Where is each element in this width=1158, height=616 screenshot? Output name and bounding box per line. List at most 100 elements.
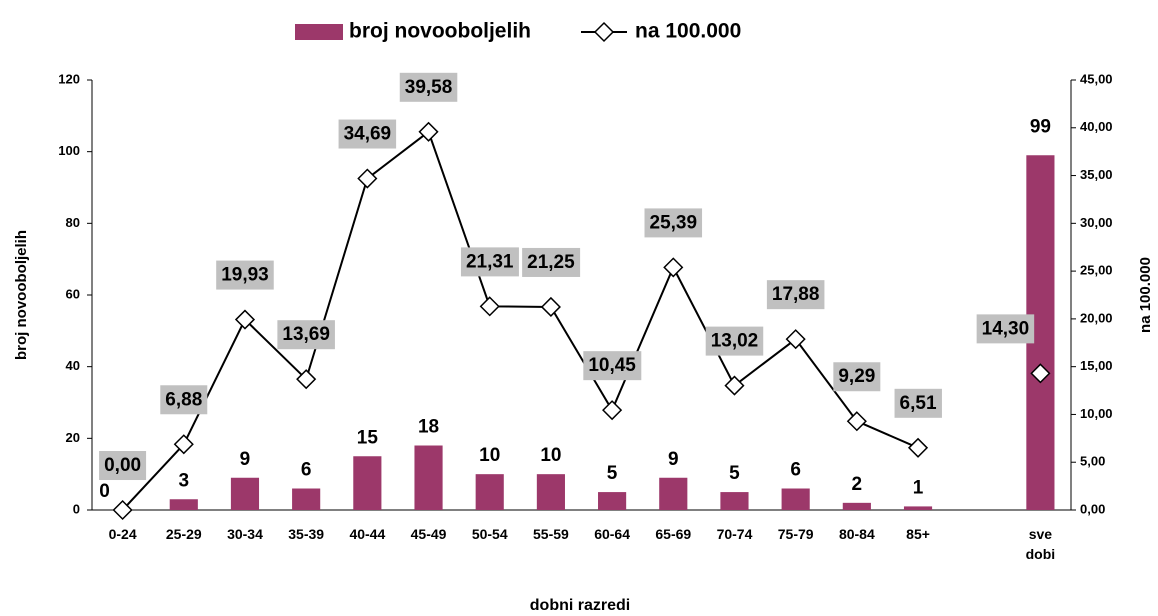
line-value-label: 13,02 [711,331,759,352]
y-tick-label: 40 [66,358,80,373]
line-value-label: 39,58 [405,77,453,98]
x-tick-label: 40-44 [349,526,386,542]
line-value-label: 21,31 [466,251,514,272]
bar [353,456,382,510]
x-tick-label: 50-54 [471,526,508,542]
line-value-label: 13,69 [282,324,330,345]
marker [173,434,194,455]
bar-value-label: 99 [1030,116,1051,137]
marker [540,296,561,318]
legend-label: na 100.000 [635,20,741,43]
x-axis-label: dobni razredi [530,597,630,614]
y-tick-label: 100 [58,143,80,158]
x-tick-label: 25-29 [165,526,202,542]
bar-value-label: 1 [913,477,924,498]
y-tick-label: 80 [66,215,80,230]
bar [781,488,810,510]
line-value-label: 21,25 [527,252,575,273]
line-value-label: 17,88 [772,284,820,305]
legend-marker [593,21,615,43]
marker [663,257,684,278]
bar-value-label: 2 [852,474,863,495]
y2-tick-label: 40,00 [1080,119,1113,134]
marker [1030,363,1051,384]
y2-tick-label: 30,00 [1080,215,1113,230]
legend-swatch [295,24,343,40]
value-label-box [277,320,335,350]
x-tick-label: 35-39 [288,526,325,542]
line-value-label: 6,88 [165,389,202,410]
y-tick-label: 0 [73,501,80,516]
line-value-label: 25,39 [650,212,698,233]
value-label-box [833,362,881,392]
marker [296,369,317,390]
line-value-label: 6,51 [900,393,937,414]
bar-value-label: 0 [99,481,110,502]
bar-value-label: 5 [607,463,618,484]
value-label-box [399,72,458,102]
value-label-box [644,208,703,238]
bar-value-label: 18 [418,417,439,438]
bar-value-label: 9 [668,449,679,470]
y2-tick-label: 20,00 [1080,310,1113,325]
y-axis-label: broj novooboljelih [13,230,30,360]
bar-value-label: 5 [729,463,740,484]
legend-label: broj novooboljelih [349,20,531,43]
value-label-box [766,280,825,310]
x-tick-label: 80-84 [838,526,875,542]
y-tick-label: 60 [66,286,80,301]
line-value-label: 9,29 [838,366,875,387]
y-tick-label: 120 [58,71,80,86]
bar [414,445,443,510]
y2-tick-label: 15,00 [1080,358,1113,373]
value-label-box [894,388,942,418]
bar-value-label: 10 [479,445,500,466]
y-tick-label: 20 [66,430,80,445]
line-value-label: 14,30 [982,318,1030,339]
y2-tick-label: 35,00 [1080,167,1113,182]
x-tick-label: 55-59 [533,526,569,542]
y2-axis-label: na 100.000 [1137,257,1154,333]
bar [475,474,504,510]
value-label-box [522,247,581,277]
line-value-label: 10,45 [588,355,636,376]
bar-value-label: 15 [357,427,379,448]
line-value-label: 19,93 [221,265,269,286]
x-tick-label: 70-74 [716,526,753,542]
marker [785,329,806,350]
bar [903,506,933,510]
marker [907,437,929,458]
x-tick-label: 75-79 [777,526,814,542]
bar [598,492,627,510]
bar-value-label: 3 [178,470,189,491]
line-value-label: 0,00 [104,455,141,476]
marker [724,375,745,396]
bar-value-label: 10 [540,445,561,466]
bar [230,477,260,510]
value-label-box [160,385,208,415]
x-tick-label: 60-64 [594,526,630,542]
x-tick-label: 85+ [906,526,930,542]
y2-tick-label: 25,00 [1080,263,1113,278]
x-tick-label: 30-34 [227,526,263,542]
x-tick-label: sve dobi [1025,526,1056,562]
bar-value-label: 9 [240,449,251,470]
bar-value-label: 6 [790,460,801,481]
y2-tick-label: 45,00 [1080,71,1113,86]
y2-tick-label: 5,00 [1080,454,1105,469]
marker [479,296,500,317]
bar [659,477,688,510]
y2-tick-label: 0,00 [1080,501,1105,516]
y2-tick-label: 10,00 [1080,406,1113,421]
marker [602,400,623,421]
x-tick-label: 0-24 [108,526,137,542]
line [121,130,919,511]
bar [292,488,321,510]
bar [842,502,871,510]
value-label-box [216,260,274,290]
value-label-box [583,351,642,381]
marker [846,411,867,432]
marker [112,499,133,521]
